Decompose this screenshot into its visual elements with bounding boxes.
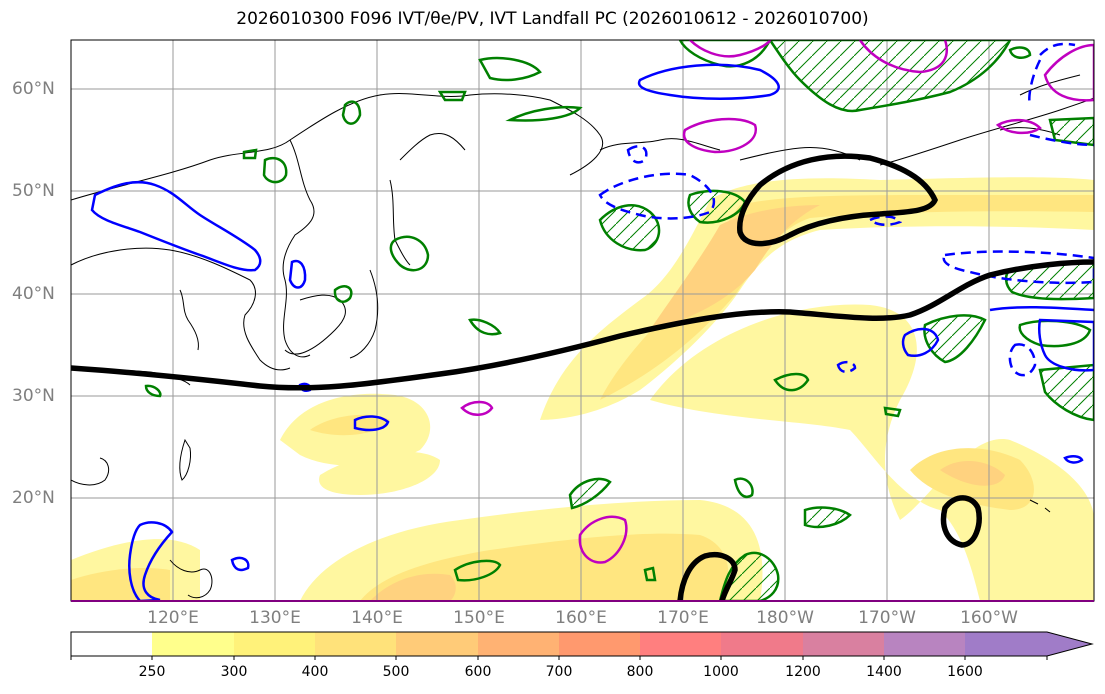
colorbar-label: 300 (220, 664, 248, 680)
lat-label-40n: 40°N (12, 284, 55, 304)
map-title: 2026010300 F096 IVT/θe/PV, IVT Landfall … (236, 9, 869, 29)
pv-contours (90, 63, 1094, 601)
lat-label-30n: 30°N (12, 386, 55, 406)
colorbar-label: 500 (382, 664, 410, 680)
colorbar-label: 1600 (947, 664, 983, 680)
ivt-shading (71, 177, 1094, 601)
lat-label-20n: 20°N (12, 488, 55, 508)
theta-contours (144, 40, 1094, 601)
lon-label-120e: 120°E (147, 608, 199, 628)
colorbar-label: 700 (545, 664, 573, 680)
lon-label-160w: 160°W (960, 608, 1018, 628)
colorbar-label: 1200 (785, 664, 821, 680)
colorbar-label: 600 (464, 664, 492, 680)
lon-label-180w: 180°W (756, 608, 814, 628)
colorbar-label: 250 (138, 664, 166, 680)
lon-label-140e: 140°E (351, 608, 403, 628)
colorbar (70, 631, 1094, 660)
lat-label-60n: 60°N (12, 79, 55, 99)
lon-label-170w: 170°W (858, 608, 916, 628)
colorbar-label: 1000 (703, 664, 739, 680)
colorbar-label: 400 (301, 664, 329, 680)
lon-label-160e: 160°E (555, 608, 607, 628)
jet-lines (71, 153, 1094, 601)
colorbar-label: 800 (626, 664, 654, 680)
colorbar-label: 1400 (866, 664, 902, 680)
lon-label-130e: 130°E (249, 608, 301, 628)
magenta-contours (460, 40, 1094, 564)
lon-label-150e: 150°E (453, 608, 505, 628)
lon-label-170e: 170°E (657, 608, 709, 628)
pv-contours-dashed (598, 42, 1094, 377)
lat-label-50n: 50°N (12, 181, 55, 201)
